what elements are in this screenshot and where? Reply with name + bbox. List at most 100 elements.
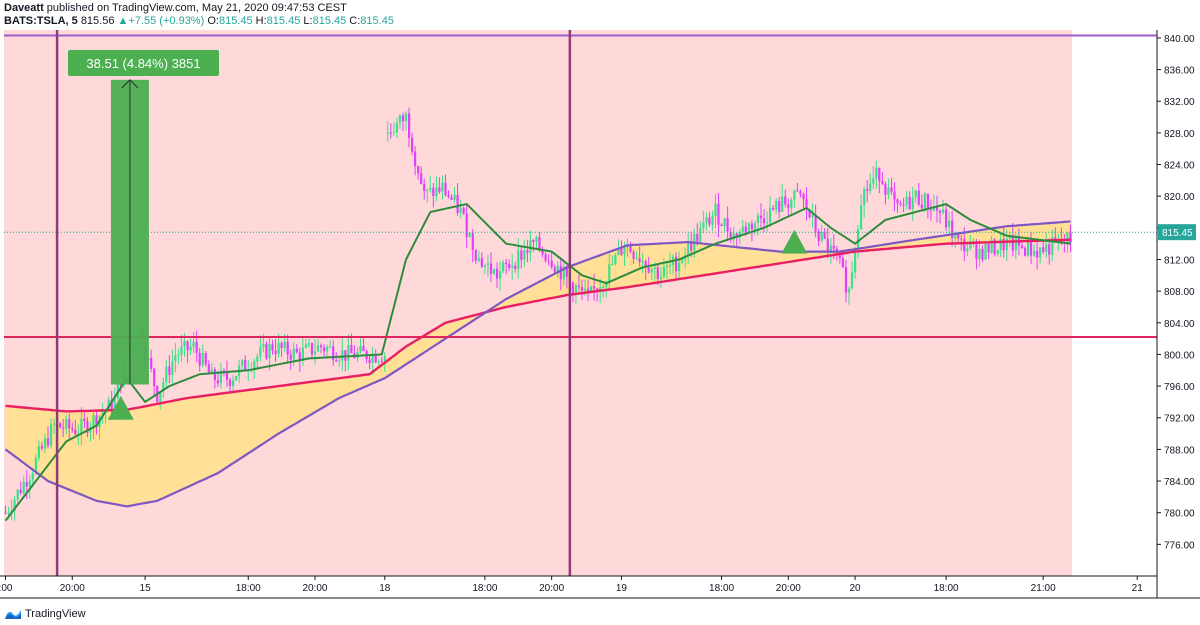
candle-body	[43, 438, 47, 449]
price-tick-label: 812.00	[1164, 255, 1195, 266]
time-tick-label: 20:00	[302, 583, 327, 594]
time-tick-label: 20	[850, 583, 862, 594]
candle-body	[347, 345, 350, 361]
candle-body	[401, 115, 405, 122]
candle-body	[668, 264, 672, 266]
candle-body	[210, 369, 213, 373]
candle-body	[368, 359, 371, 363]
price-tick-label: 788.00	[1164, 445, 1195, 456]
candle-body	[207, 364, 210, 373]
candle-body	[62, 427, 65, 429]
candle-body	[714, 203, 717, 217]
candle-body	[1011, 235, 1014, 251]
candle-body	[932, 206, 935, 211]
candle-body	[790, 199, 793, 209]
candle-body	[726, 218, 729, 232]
candle-body	[920, 204, 923, 209]
candle-body	[304, 344, 307, 348]
candle-body	[590, 286, 593, 292]
candle-body	[662, 267, 665, 277]
candle-body	[614, 255, 617, 265]
candle-body	[59, 423, 62, 428]
price-tick-label: 800.00	[1164, 350, 1195, 361]
candle-body	[802, 194, 805, 200]
time-tick-label: 18:00	[934, 583, 959, 594]
candle-body	[963, 239, 966, 252]
candle-body	[65, 419, 68, 429]
buy-signal-triangle-icon	[781, 229, 808, 254]
candle-body	[283, 341, 286, 348]
candle-body	[969, 241, 972, 249]
candle-body	[404, 113, 408, 122]
candle-body	[593, 286, 596, 289]
candle-body	[811, 214, 814, 218]
candle-body	[499, 271, 502, 279]
candle-body	[869, 183, 872, 191]
price-tick-label: 840.00	[1164, 34, 1195, 45]
candle-body	[632, 251, 635, 259]
candle-body	[177, 354, 180, 356]
footer-brand[interactable]: TradingView	[25, 608, 86, 620]
candle-body	[805, 199, 808, 210]
candle-body	[1020, 245, 1023, 249]
low-label: L:	[303, 15, 313, 27]
candle-body	[826, 238, 829, 253]
publisher-name[interactable]: Daveatt	[4, 2, 44, 14]
candle-body	[987, 244, 990, 253]
candle-body	[307, 343, 310, 345]
candle-body	[395, 122, 398, 133]
candle-body	[620, 248, 623, 255]
candle-body	[192, 341, 195, 347]
candle-body	[332, 346, 335, 360]
candle-body	[259, 347, 262, 357]
candle-body	[150, 357, 153, 369]
candle-body	[502, 262, 505, 272]
candle-body	[222, 370, 226, 372]
candle-body	[295, 348, 298, 353]
candle-body	[675, 256, 678, 272]
candle-body	[820, 232, 823, 241]
candle-body	[696, 234, 699, 242]
candle-body	[4, 512, 7, 514]
change-value: +7.55 (+0.93%)	[128, 15, 205, 27]
candle-body	[544, 254, 547, 261]
candle-body	[80, 418, 83, 434]
candle-body	[1069, 232, 1072, 243]
candle-body	[162, 382, 165, 392]
candle-body	[814, 214, 817, 232]
candle-body	[553, 267, 556, 272]
candle-body	[53, 423, 56, 425]
candle-body	[772, 207, 775, 210]
fast-moving-average-line	[4, 203, 1071, 522]
low-value: 815.45	[312, 15, 347, 27]
candle-body	[83, 418, 86, 421]
candle-body	[653, 267, 656, 269]
time-tick-label: 20:00	[539, 583, 564, 594]
candle-body	[189, 346, 192, 351]
candle-body	[781, 196, 784, 212]
time-tick-label: 15	[140, 583, 152, 594]
candle-body	[832, 245, 835, 249]
measure-label: 38.51 (4.84%) 3851	[86, 56, 200, 71]
candle-body	[923, 193, 926, 209]
candle-body	[535, 237, 538, 242]
candle-body	[420, 173, 423, 184]
candle-body	[471, 232, 474, 250]
candle-body	[213, 369, 216, 381]
last-price: 815.56	[80, 15, 115, 27]
candle-body	[729, 231, 732, 240]
candle-body	[244, 360, 247, 371]
candle-body	[847, 288, 851, 293]
candle-body	[329, 346, 332, 348]
candle-body	[219, 370, 222, 384]
candle-body	[762, 218, 766, 224]
candle-body	[225, 371, 229, 380]
candle-body	[541, 250, 544, 255]
candle-body	[562, 266, 565, 280]
candle-body	[241, 360, 244, 366]
candle-body	[292, 348, 295, 360]
candle-body	[16, 489, 19, 500]
candle-body	[759, 215, 763, 219]
measure-arrow-head-icon	[121, 79, 139, 89]
